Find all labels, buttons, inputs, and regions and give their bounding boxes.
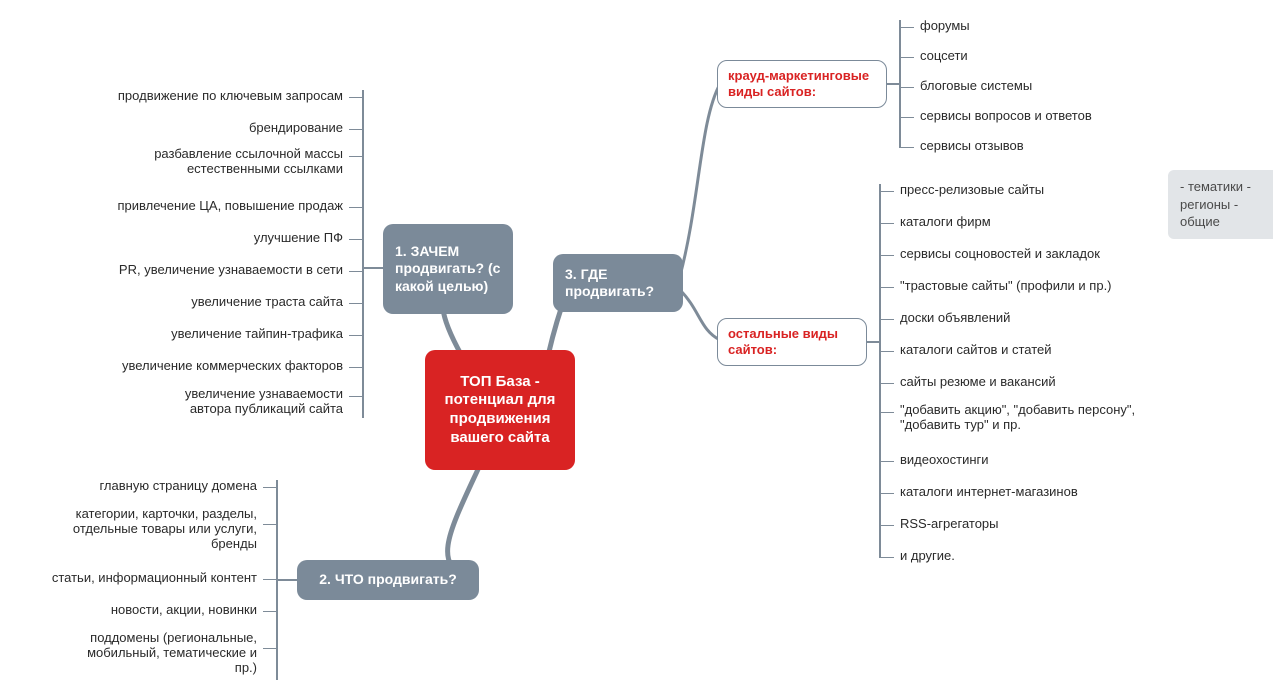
sub-b-leaf: "трастовые сайты" (профили и пр.) [900, 278, 1112, 293]
branch1-leaf: продвижение по ключевым запросам [118, 88, 343, 103]
sub-a-leaf: форумы [920, 18, 970, 33]
leaf-tick [880, 191, 894, 192]
leaf-tick [349, 239, 363, 240]
leaf-tick [900, 117, 914, 118]
branch1-leaf: брендирование [249, 120, 343, 135]
leaf-tick [349, 396, 363, 397]
leaf-tick [263, 524, 277, 525]
leaf-tick [263, 648, 277, 649]
sub-b-leaf: и другие. [900, 548, 955, 563]
mindmap-canvas: ТОП База - потенциал для продвижения ваш… [0, 0, 1273, 693]
branch2-leaf: поддомены (региональные, мобильный, тема… [87, 630, 257, 675]
center-label: ТОП База - потенциал для продвижения ваш… [437, 373, 563, 448]
leaf-tick [349, 335, 363, 336]
leaf-tick [263, 611, 277, 612]
sub-b-leaf: пресс-релизовые сайты [900, 182, 1044, 197]
branch-where-label: 3. ГДЕ продвигать? [565, 266, 671, 301]
branch-what-label: 2. ЧТО продвигать? [319, 571, 457, 589]
leaf-tick [880, 525, 894, 526]
leaf-tick [900, 147, 914, 148]
sub-crowd: крауд-маркетинговые виды сайтов: [717, 60, 887, 108]
sub-a-leaf: соцсети [920, 48, 968, 63]
leaf-tick [880, 412, 894, 413]
branch1-leaf: привлечение ЦА, повышение продаж [117, 198, 343, 213]
leaf-tick [880, 287, 894, 288]
leaf-tick [880, 383, 894, 384]
leaf-tick [349, 367, 363, 368]
leaf-tick [349, 156, 363, 157]
center-node: ТОП База - потенциал для продвижения ваш… [425, 350, 575, 470]
branch1-leaf: увеличение тайпин-трафика [171, 326, 343, 341]
sub-a-leaf: сервисы отзывов [920, 138, 1024, 153]
branch2-leaf: статьи, информационный контент [52, 570, 257, 585]
sub-b-leaf: каталоги интернет-магазинов [900, 484, 1078, 499]
branch1-leaf: увеличение коммерческих факторов [122, 358, 343, 373]
sub-b-leaf: доски объявлений [900, 310, 1010, 325]
info-box: - тематики - регионы - общие [1168, 170, 1273, 239]
leaf-tick [900, 57, 914, 58]
sub-b-leaf: видеохостинги [900, 452, 989, 467]
leaf-tick [349, 271, 363, 272]
leaf-tick [880, 557, 894, 558]
branch1-leaf: увеличение траста сайта [191, 294, 343, 309]
sub-a-leaf: сервисы вопросов и ответов [920, 108, 1092, 123]
leaf-tick [880, 223, 894, 224]
sub-b-leaf: каталоги фирм [900, 214, 991, 229]
leaf-tick [880, 493, 894, 494]
branch1-leaf: разбавление ссылочной массы естественным… [154, 146, 343, 176]
leaf-tick [880, 351, 894, 352]
leaf-tick [880, 255, 894, 256]
leaf-tick [900, 87, 914, 88]
sub-b-leaf: RSS-агрегаторы [900, 516, 999, 531]
sub-b-leaf: "добавить акцию", "добавить персону", "д… [900, 402, 1135, 432]
branch2-leaf: категории, карточки, разделы, отдельные … [73, 506, 257, 551]
branch1-leaf: улучшение ПФ [254, 230, 343, 245]
branch-what: 2. ЧТО продвигать? [297, 560, 479, 600]
connectors-layer [0, 0, 1273, 693]
leaf-tick [349, 97, 363, 98]
info-box-text: - тематики - регионы - общие [1180, 179, 1251, 229]
branch-why-label: 1. ЗАЧЕМ продвигать? (с какой целью) [395, 243, 501, 296]
leaf-tick [349, 129, 363, 130]
branch-where: 3. ГДЕ продвигать? [553, 254, 683, 312]
leaf-tick [349, 207, 363, 208]
sub-a-leaf: блоговые системы [920, 78, 1032, 93]
branch-why: 1. ЗАЧЕМ продвигать? (с какой целью) [383, 224, 513, 314]
leaf-tick [880, 461, 894, 462]
leaf-tick [880, 319, 894, 320]
leaf-tick [263, 487, 277, 488]
sub-b-leaf: сервисы соцновостей и закладок [900, 246, 1100, 261]
branch1-leaf: увеличение узнаваемости автора публикаци… [185, 386, 343, 416]
sub-other: остальные виды сайтов: [717, 318, 867, 366]
sub-b-leaf: сайты резюме и вакансий [900, 374, 1056, 389]
sub-crowd-label: крауд-маркетинговые виды сайтов: [728, 68, 876, 101]
leaf-tick [263, 579, 277, 580]
branch1-leaf: PR, увеличение узнаваемости в сети [119, 262, 343, 277]
branch2-leaf: новости, акции, новинки [111, 602, 257, 617]
sub-b-leaf: каталоги сайтов и статей [900, 342, 1052, 357]
branch2-leaf: главную страницу домена [99, 478, 257, 493]
leaf-tick [900, 27, 914, 28]
leaf-tick [349, 303, 363, 304]
sub-other-label: остальные виды сайтов: [728, 326, 856, 359]
